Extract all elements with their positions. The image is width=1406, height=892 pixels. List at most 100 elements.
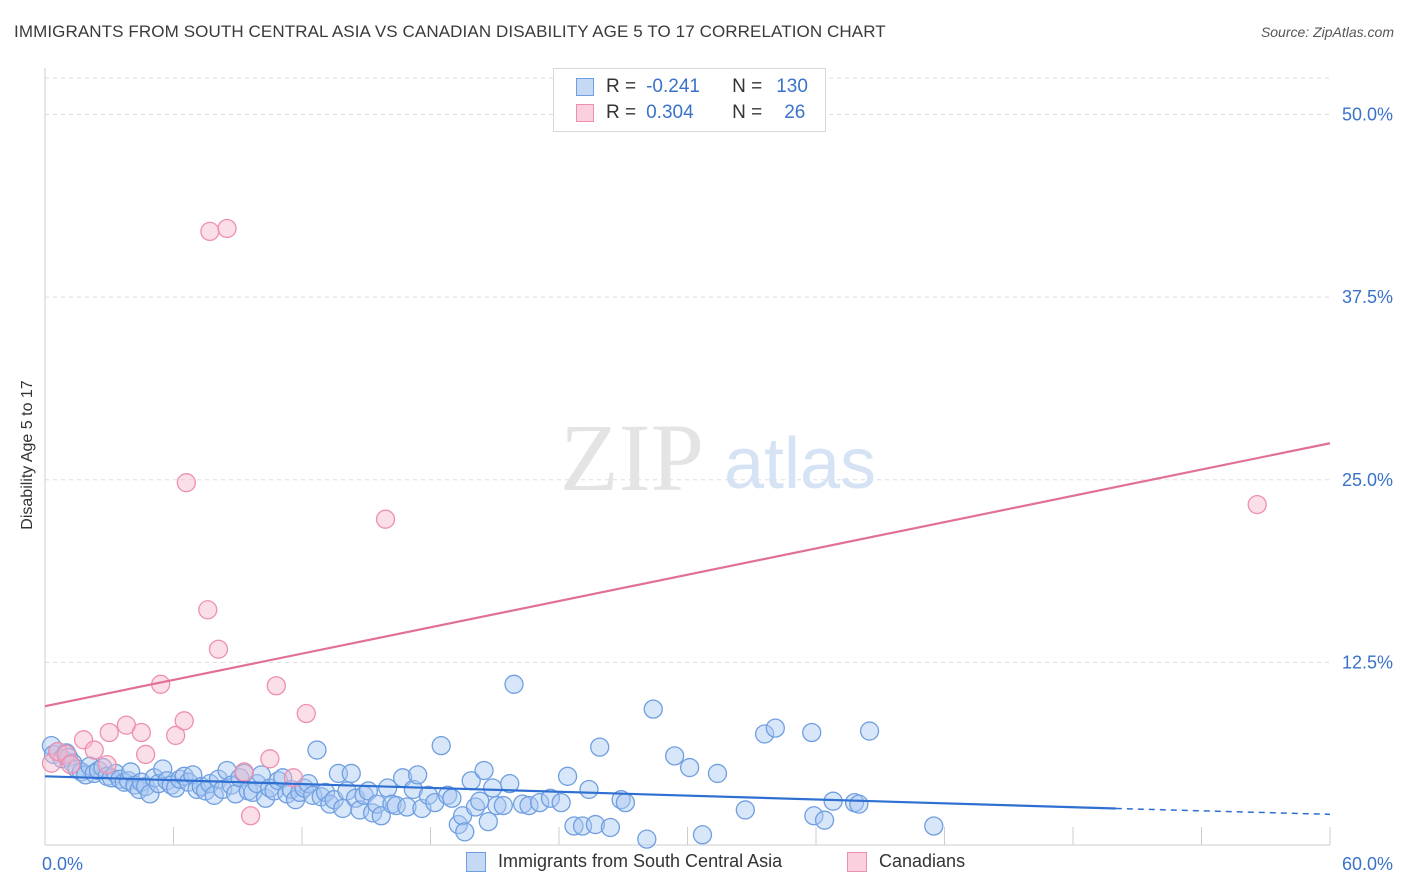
point-immigrants xyxy=(679,757,700,778)
point-immigrants xyxy=(367,794,387,814)
point-immigrants xyxy=(474,760,494,781)
bottom-legend-label: Canadians xyxy=(879,851,966,871)
point-immigrants xyxy=(754,724,775,744)
point-immigrants xyxy=(692,825,713,845)
point-immigrants xyxy=(442,788,462,808)
point-immigrants xyxy=(579,779,599,800)
point-immigrants xyxy=(707,763,728,784)
point-immigrants xyxy=(307,740,327,760)
point-immigrants xyxy=(478,811,498,832)
bottom-legend-label: Immigrants from South Central Asia xyxy=(498,851,783,871)
x-tick-label-min: 0.0% xyxy=(42,854,83,874)
trend-lines xyxy=(44,442,1331,816)
y-tick-label: 25.0% xyxy=(1342,470,1393,490)
point-canadians xyxy=(136,744,156,765)
bottom-legend-swatch-pink xyxy=(847,851,867,872)
point-immigrants xyxy=(153,759,173,779)
point-immigrants xyxy=(814,810,835,830)
point-immigrants xyxy=(512,794,533,814)
legend-row-immigrants: R = -0.241 N = 130 xyxy=(576,74,808,100)
point-immigrants xyxy=(504,674,524,694)
point-immigrants xyxy=(765,718,785,738)
point-canadians xyxy=(61,754,81,775)
point-immigrants xyxy=(802,722,822,743)
y-tick-label: 37.5% xyxy=(1342,287,1393,307)
point-canadians xyxy=(198,600,218,620)
trend-line-immigrants xyxy=(44,775,1116,810)
point-immigrants xyxy=(341,763,361,784)
point-canadians xyxy=(131,722,152,743)
legend-n-label: N = xyxy=(732,76,763,97)
watermark-atlas: atlas xyxy=(724,424,876,504)
point-immigrants xyxy=(448,814,468,835)
point-immigrants xyxy=(665,746,685,766)
point-immigrants xyxy=(551,792,571,813)
legend-n-value: 26 xyxy=(784,102,806,123)
chart-title: IMMIGRANTS FROM SOUTH CENTRAL ASIA VS CA… xyxy=(14,22,886,41)
point-canadians xyxy=(97,754,117,775)
point-immigrants xyxy=(455,822,475,842)
watermark-zip: ZIP xyxy=(560,404,704,511)
legend-r-value: -0.241 xyxy=(646,76,700,97)
point-canadians xyxy=(375,509,396,529)
point-immigrants xyxy=(643,699,663,719)
point-canadians xyxy=(260,749,280,769)
point-canadians xyxy=(217,218,237,239)
point-immigrants xyxy=(590,737,610,757)
point-immigrants xyxy=(482,778,503,798)
series-canadians-points xyxy=(41,218,1267,826)
legend-r-value: 0.304 xyxy=(646,102,694,123)
legend-r-label: R = xyxy=(606,76,637,97)
x-tick-label-max: 60.0% xyxy=(1342,854,1393,874)
point-canadians xyxy=(266,676,286,696)
point-canadians xyxy=(174,711,194,731)
trend-line-immigrants-extrapolated xyxy=(1115,807,1331,816)
point-immigrants xyxy=(924,816,944,836)
point-immigrants xyxy=(530,792,550,813)
bottom-legend-swatch-blue xyxy=(466,851,486,872)
point-canadians xyxy=(234,762,254,782)
point-canadians xyxy=(283,768,304,788)
point-immigrants xyxy=(540,788,561,808)
point-immigrants xyxy=(487,795,507,816)
point-immigrants xyxy=(418,785,439,805)
point-canadians xyxy=(1247,494,1267,515)
legend-swatch-pink xyxy=(576,104,594,122)
bottom-legend-canadians: Canadians xyxy=(847,851,965,872)
tick-labels: 12.5% 25.0% 37.5% 50.0% 0.0% 60.0% xyxy=(42,105,1393,874)
watermark: ZIP atlas xyxy=(560,404,876,511)
point-immigrants xyxy=(431,736,451,756)
trend-line-canadians xyxy=(44,442,1331,708)
legend-r-label: R = xyxy=(606,102,637,123)
point-immigrants xyxy=(519,795,539,816)
y-tick-label: 12.5% xyxy=(1342,652,1393,672)
axes xyxy=(44,68,1331,846)
point-canadians xyxy=(41,753,62,773)
point-immigrants xyxy=(378,778,398,798)
point-immigrants xyxy=(859,721,880,741)
point-canadians xyxy=(200,221,220,242)
point-immigrants xyxy=(637,829,657,849)
point-immigrants xyxy=(557,766,578,786)
point-canadians xyxy=(99,722,119,743)
source-label: Source: ZipAtlas.com xyxy=(1260,24,1394,40)
point-immigrants xyxy=(615,792,636,813)
series-immigrants-points xyxy=(41,674,944,849)
point-canadians xyxy=(84,740,104,760)
bottom-legend-immigrants: Immigrants from South Central Asia xyxy=(466,851,782,872)
point-immigrants xyxy=(600,817,621,838)
point-immigrants xyxy=(849,794,869,814)
correlation-legend: R = -0.241 N = 130 R = 0.304 N = 26 xyxy=(553,68,826,132)
point-immigrants xyxy=(585,814,606,835)
point-canadians xyxy=(56,744,77,765)
legend-n-label: N = xyxy=(732,102,763,123)
point-immigrants xyxy=(493,795,513,816)
point-canadians xyxy=(240,806,261,826)
legend-row-canadians: R = 0.304 N = 26 xyxy=(576,100,805,126)
point-immigrants xyxy=(735,800,755,820)
point-canadians xyxy=(176,473,197,493)
point-immigrants xyxy=(500,773,520,794)
point-immigrants xyxy=(804,806,824,826)
legend-n-value: 130 xyxy=(776,76,808,97)
